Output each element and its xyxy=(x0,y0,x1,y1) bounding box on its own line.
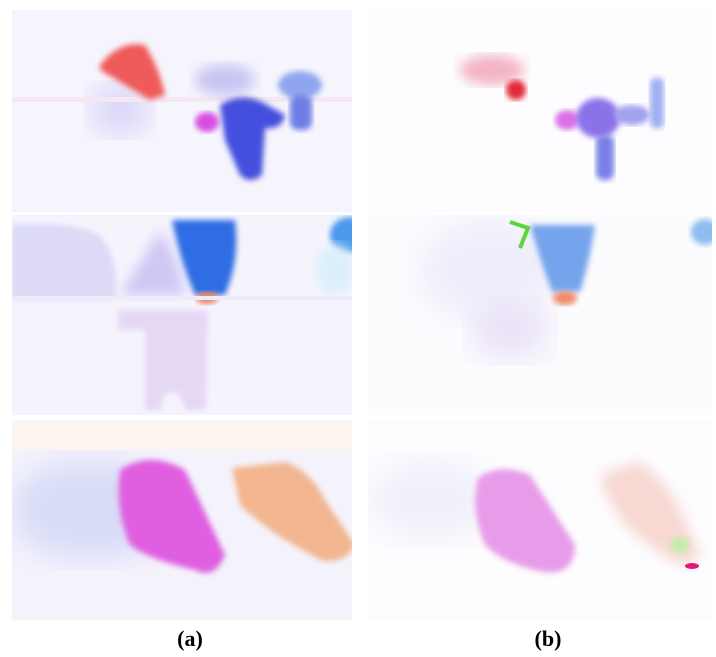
flow-panels xyxy=(0,0,716,622)
flow-panel xyxy=(10,420,355,620)
flow-panel xyxy=(12,10,352,212)
flow-panel xyxy=(368,215,716,415)
flow-panel xyxy=(12,215,370,415)
figure: (a) (b) xyxy=(0,0,716,657)
caption: (a) xyxy=(140,626,240,652)
flow-panel xyxy=(368,10,712,212)
flow-panel xyxy=(368,420,712,620)
caption: (b) xyxy=(498,626,598,652)
